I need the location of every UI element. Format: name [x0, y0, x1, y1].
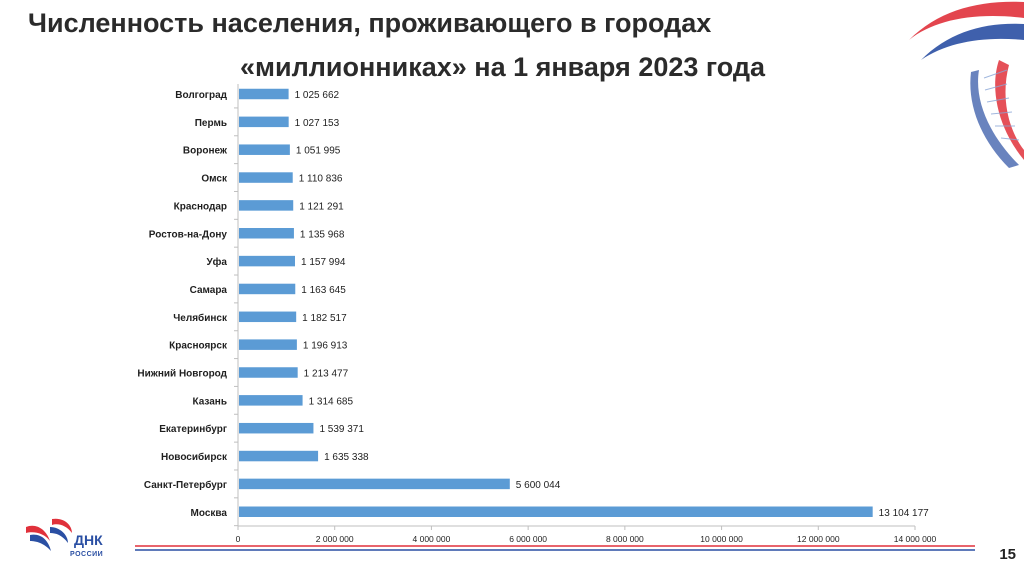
category-label: Новосибирск	[161, 451, 228, 463]
category-label: Уфа	[206, 256, 227, 268]
category-label: Краснодар	[174, 201, 227, 212]
logo-text: ДНК	[74, 532, 103, 548]
bar-13	[239, 450, 319, 462]
category-label: Красноярск	[169, 341, 228, 352]
value-label: 13 104 177	[879, 508, 929, 519]
title-line-2: «миллионниках» на 1 января 2023 года	[240, 52, 766, 82]
category-label: Воронеж	[183, 146, 228, 157]
footer-lines	[135, 545, 975, 551]
bar-11	[239, 395, 303, 406]
bar-1	[239, 116, 289, 128]
value-label: 1 051 995	[296, 146, 341, 157]
category-label: Нижний Новгород	[137, 369, 227, 380]
bar-0	[239, 88, 289, 100]
bar-15	[239, 506, 873, 517]
bar-5	[239, 228, 294, 239]
value-label: 1 025 662	[295, 90, 340, 101]
value-label: 1 135 968	[300, 229, 345, 240]
category-label: Пермь	[195, 118, 227, 129]
value-label: 1 182 517	[302, 313, 347, 324]
value-label: 5 600 044	[516, 480, 561, 491]
x-tick-label: 12 000 000	[797, 534, 840, 544]
flag-ribbon-icon	[909, 1, 1024, 168]
bar-14	[239, 478, 510, 490]
value-label: 1 027 153	[295, 118, 340, 129]
x-tick-label: 8 000 000	[606, 534, 644, 544]
value-label: 1 196 913	[303, 341, 348, 352]
x-tick-label: 0	[236, 534, 241, 544]
category-label: Казань	[193, 396, 228, 407]
value-label: 1 157 994	[301, 257, 346, 268]
category-label: Челябинск	[173, 312, 228, 324]
title-line-1: Численность населения, проживающего в го…	[28, 8, 712, 38]
dnk-logo-icon	[26, 518, 72, 551]
x-tick-label: 14 000 000	[894, 534, 937, 544]
bar-3	[239, 172, 293, 183]
category-label: Санкт-Петербург	[144, 479, 227, 491]
bar-4	[239, 200, 294, 211]
bar-9	[239, 339, 297, 350]
category-label: Ростов-на-Дону	[149, 229, 228, 240]
page-number: 15	[999, 546, 1016, 563]
category-label: Самара	[190, 285, 228, 296]
x-tick-label: 4 000 000	[413, 534, 451, 544]
bar-8	[239, 311, 297, 323]
bar-2	[239, 144, 290, 155]
category-label: Волгоград	[175, 90, 227, 101]
category-label: Екатеринбург	[159, 423, 227, 435]
x-tick-label: 2 000 000	[316, 534, 354, 544]
bar-10	[239, 367, 298, 378]
bar-12	[239, 422, 314, 434]
x-tick-label: 6 000 000	[509, 534, 547, 544]
x-tick-label: 10 000 000	[700, 534, 743, 544]
value-label: 1 539 371	[319, 424, 364, 435]
bar-7	[239, 283, 296, 295]
bar-6	[239, 255, 295, 267]
value-label: 1 163 645	[301, 285, 346, 296]
value-label: 1 110 836	[299, 174, 343, 185]
category-label: Москва	[191, 508, 228, 519]
value-label: 1 635 338	[324, 452, 369, 463]
category-label: Омск	[201, 174, 228, 185]
slide-title: Численность населения, проживающего в го…	[0, 0, 1024, 90]
value-label: 1 314 685	[309, 396, 354, 407]
logo-subtext: РОССИИ	[70, 551, 104, 558]
value-label: 1 121 291	[299, 201, 344, 212]
value-label: 1 213 477	[304, 369, 349, 380]
